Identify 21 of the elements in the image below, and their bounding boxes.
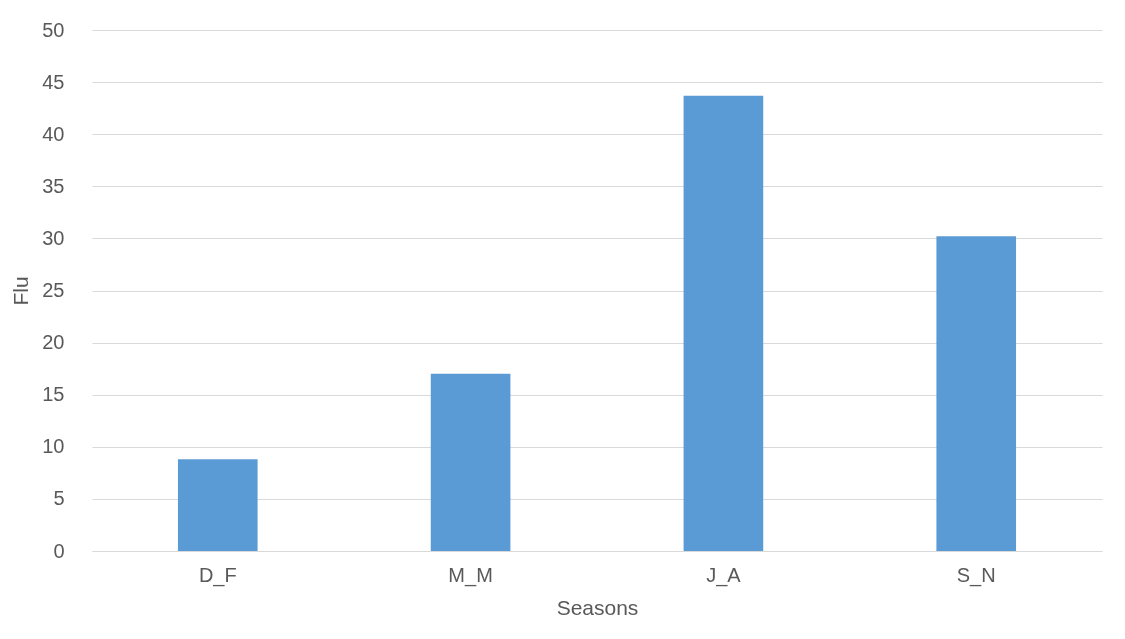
bar — [936, 236, 1017, 551]
y-tick-label: 15 — [42, 383, 65, 406]
y-tick-label: 20 — [42, 331, 65, 354]
y-tick-label: 30 — [42, 226, 65, 249]
y-tick-label: 50 — [42, 18, 65, 41]
y-tick-label: 10 — [42, 435, 65, 458]
bar — [177, 459, 258, 551]
y-tick-label: 35 — [42, 174, 65, 197]
x-tick-label: D_F — [198, 563, 237, 587]
bar — [683, 95, 764, 551]
y-tick-label: 5 — [53, 487, 65, 510]
y-tick-label: 25 — [42, 279, 65, 301]
y-axis-title: Flu — [9, 276, 33, 306]
y-tick-label: 45 — [42, 70, 65, 93]
x-tick-label: S_N — [956, 563, 996, 587]
x-tick-label: M_M — [448, 563, 493, 587]
x-tick-label: J_A — [706, 563, 742, 587]
y-tick-label: 40 — [42, 122, 65, 145]
x-axis-title: Seasons — [556, 595, 639, 619]
y-tick-label: 0 — [53, 539, 65, 562]
bar — [430, 373, 511, 551]
